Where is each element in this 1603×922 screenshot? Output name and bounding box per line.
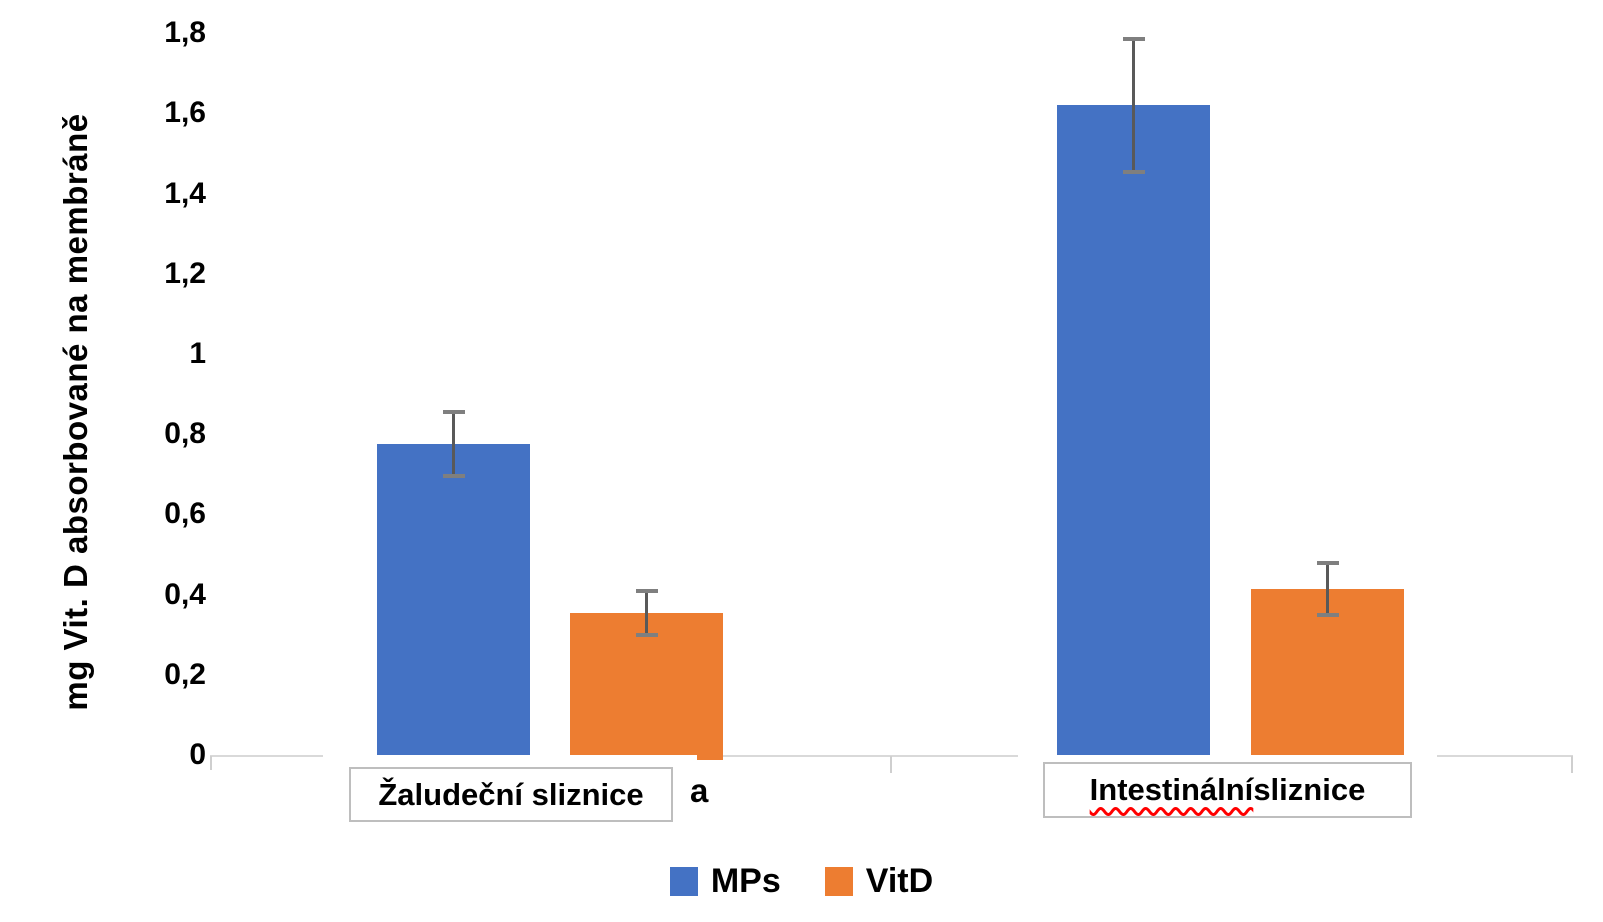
y-tick-label: 0,8 [164, 417, 206, 451]
orange-bar-step-artifact [697, 753, 723, 760]
x-axis-tick-middle [890, 756, 892, 773]
y-tick-label: 0 [189, 738, 206, 771]
y-tick-label: 1,6 [164, 96, 206, 130]
error-bar-cap [1122, 170, 1145, 174]
legend-swatch-mps-icon [669, 866, 698, 896]
error-bar-cap [442, 410, 465, 414]
x-axis-line-right [1437, 755, 1573, 757]
error-bar-line [645, 591, 648, 635]
x-axis-tick-left [210, 756, 212, 770]
error-bar-cap [635, 589, 658, 593]
y-tick-label: 0,2 [164, 657, 206, 691]
y-tick-label: 1,4 [164, 176, 206, 210]
legend: MPs VitD [0, 864, 1603, 898]
annotation-a: a [690, 772, 709, 809]
category-label-intestinalni-sliznice: Intestinální sliznice [1043, 762, 1412, 818]
category-label-zaludecni-sliznice: Žaludeční sliznice [349, 767, 673, 822]
error-bar-line [1132, 39, 1135, 172]
bar-mps-cat0 [377, 444, 530, 755]
error-bar-line [1326, 563, 1329, 615]
error-bar-cap [1122, 37, 1145, 41]
spellcheck-wavy-word: Intestinální [1089, 772, 1254, 807]
error-bar-cap [1316, 613, 1339, 617]
bar-mps-cat1 [1057, 105, 1210, 755]
error-bar-line [452, 412, 455, 476]
x-axis-line-middle [723, 755, 1018, 757]
y-tick-label: 1 [189, 337, 206, 370]
error-bar-cap [1316, 561, 1339, 565]
legend-item-mps: MPs [669, 862, 781, 900]
error-bar-cap [635, 633, 658, 637]
legend-label-vitd: VitD [865, 862, 934, 900]
y-tick-label: 1,8 [164, 16, 206, 50]
legend-item-vitd: VitD [824, 862, 934, 900]
y-tick-label: 0,4 [164, 577, 206, 611]
legend-swatch-vitd-icon [824, 866, 853, 896]
error-bar-cap [442, 474, 465, 478]
x-axis-line-left [210, 755, 323, 757]
y-tick-label: 0,6 [164, 497, 206, 531]
x-axis-tick-right [1571, 756, 1573, 773]
y-tick-label: 1,2 [164, 256, 206, 290]
legend-label-mps: MPs [710, 862, 781, 900]
